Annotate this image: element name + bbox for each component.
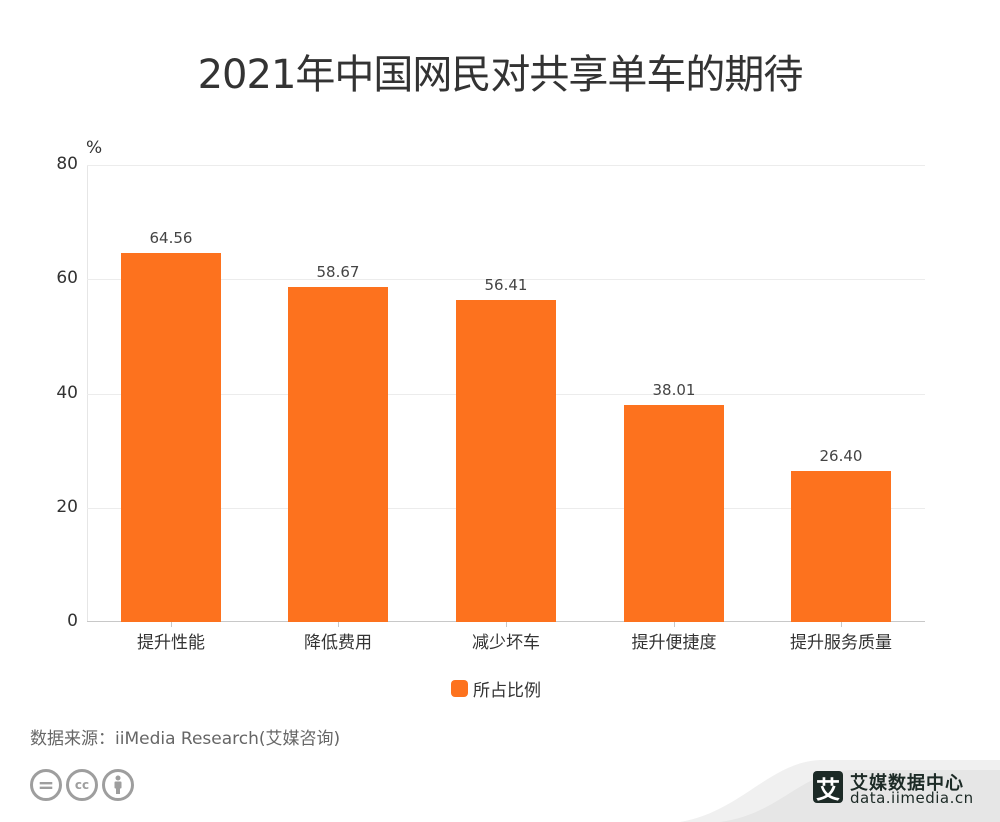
x-tick-mark — [171, 622, 172, 627]
x-tick-mark — [674, 622, 675, 627]
y-axis-unit: % — [86, 138, 103, 158]
x-category-label: 提升性能 — [137, 633, 205, 653]
bar-value-label: 58.67 — [316, 263, 360, 281]
y-tick-label: 40 — [56, 383, 78, 403]
cc-icon: cc — [66, 769, 98, 801]
data-source: 数据来源：iiMedia Research(艾媒咨询) — [30, 729, 341, 749]
bar[interactable] — [288, 287, 388, 622]
x-tick-mark — [338, 622, 339, 627]
bar[interactable] — [624, 405, 724, 622]
chart-title: 2021年中国网民对共享单车的期待 — [197, 52, 804, 98]
x-category-label: 减少坏车 — [472, 633, 540, 653]
y-tick-label: 0 — [67, 611, 78, 631]
bar-chart: % 0 20 40 60 80 64.56 提升性能 58.67 降低费用 56.41 减少坏车 3… — [56, 138, 925, 653]
y-tick-label: 80 — [56, 154, 78, 174]
gridline — [87, 279, 925, 280]
bar-value-label: 56.41 — [484, 276, 528, 294]
y-tick-label: 20 — [56, 497, 78, 517]
legend-label: 所占比例 — [473, 681, 541, 701]
y-tick-label: 60 — [56, 268, 78, 288]
x-tick-mark — [841, 622, 842, 627]
bar[interactable] — [121, 253, 221, 622]
brand-name: 艾媒数据中心 — [850, 773, 964, 794]
x-tick-mark — [506, 622, 507, 627]
legend-swatch — [451, 680, 468, 697]
y-axis-line — [87, 165, 88, 622]
x-category-label: 提升便捷度 — [631, 633, 717, 653]
bar-value-label: 38.01 — [652, 381, 696, 399]
gridline — [87, 165, 925, 166]
legend[interactable]: 所占比例 — [451, 676, 541, 701]
brand-logo-icon: 艾 — [813, 771, 843, 804]
bar[interactable] — [791, 471, 891, 622]
x-category-label: 降低费用 — [304, 633, 372, 653]
license-icons: = cc — [30, 769, 134, 801]
bar-value-label: 64.56 — [149, 229, 193, 247]
bar[interactable] — [456, 300, 556, 622]
bar-value-label: 26.40 — [819, 447, 863, 465]
x-category-label: 提升服务质量 — [790, 633, 892, 653]
cc-by-icon — [102, 769, 134, 801]
brand-url: data.iimedia.cn — [850, 789, 974, 807]
cc-nd-icon: = — [30, 769, 62, 801]
